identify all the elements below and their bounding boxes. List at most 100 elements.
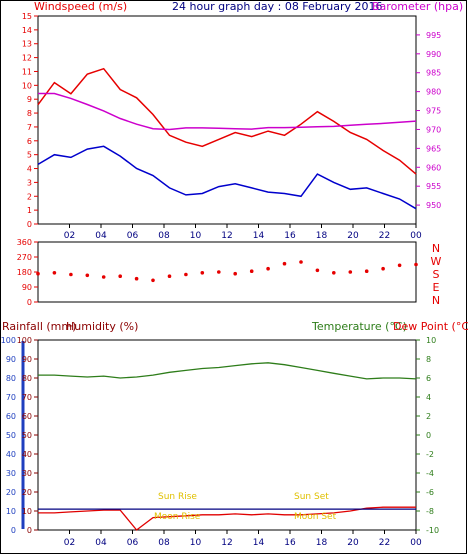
direction-y-tick-label: 360 [17, 238, 32, 247]
wind-direction-point [381, 266, 385, 271]
wind-direction-point [249, 269, 254, 274]
moon-rise-label: Moon Rise [154, 512, 201, 522]
moon-set-label: Moon Set [294, 512, 337, 522]
wind-y-tick-label: 0 [27, 220, 32, 229]
wind-direction-point [266, 266, 270, 271]
barometer-line [38, 92, 417, 131]
rain-y-tick-label: 10 [6, 507, 16, 516]
rain-y-tick-label: 20 [6, 488, 16, 497]
temp-x-tick-label: 20 [347, 538, 359, 548]
sun-set-label: Sun Set [294, 492, 329, 502]
wind-series [37, 67, 417, 210]
wind-x-tick-label: 12 [221, 231, 232, 241]
temperature-y-tick-label: 4 [426, 393, 431, 402]
wind-x-tick-label: 16 [284, 231, 296, 241]
temp-x-tick-label: 14 [253, 538, 265, 548]
humidity-y-tick-label: 0 [27, 526, 32, 535]
wind-direction-point [52, 271, 57, 275]
temperature-line [38, 362, 417, 380]
temp-x-tick-label: 10 [190, 538, 202, 548]
baro-y-tick-label: 970 [426, 125, 441, 134]
humidity-y-tick-label: 100 [17, 336, 32, 345]
humidity-y-tick-label: 80 [22, 374, 32, 383]
wind-y-tick-label: 1 [27, 206, 32, 215]
wind-direction-point [332, 271, 336, 275]
direction-y-tick-label: 90 [22, 283, 32, 292]
wind-x-tick-label: 18 [316, 231, 328, 241]
wind-y-tick-label: 11 [22, 67, 32, 76]
wind-direction-point [184, 272, 188, 277]
direction-y-ticks: 0 90 180 270 360 [17, 238, 38, 307]
wind-direction-point [233, 271, 237, 276]
wind-x-tick-label: 02 [64, 231, 75, 241]
humidity-y-tick-label: 60 [22, 412, 32, 421]
wind-x-tick-label: 00 [410, 231, 422, 241]
temperature-y-tick-label: -6 [426, 488, 434, 497]
rain-y-tick-label: 60 [6, 412, 16, 421]
temperature-y-tick-label: 6 [426, 374, 431, 383]
wind-y-tick-label: 8 [27, 109, 32, 118]
wind-x-tick-label: 06 [127, 231, 139, 241]
temperature-y-tick-label: 8 [426, 355, 431, 364]
rain-y-tick-label: 30 [6, 469, 16, 478]
compass-label: E [433, 281, 440, 294]
temp-x-tick-label: 00 [410, 538, 422, 548]
wind-direction-point [217, 270, 221, 274]
wind-y-tick-label: 2 [27, 192, 32, 201]
wind-direction-point [85, 273, 90, 278]
direction-y-tick-label: 0 [27, 298, 32, 307]
wind-y-tick-label: 5 [27, 151, 32, 160]
wind-y-ticks-right: 950 955 960 965 970 975 980 985 990 995 [416, 31, 441, 210]
wind-x-tick-label: 10 [190, 231, 202, 241]
wind-y-tick-label: 14 [22, 26, 32, 35]
temperature-y-tick-label: -2 [426, 450, 434, 459]
wind-direction-point [397, 263, 402, 268]
rainfall-label: Rainfall (mm) [2, 320, 76, 333]
baro-y-tick-label: 990 [426, 50, 441, 59]
temperature-label: Temperature (°C) [311, 320, 407, 333]
windspeed-label: Windspeed (m/s) [34, 0, 127, 13]
rain-y-tick-label: 80 [6, 374, 16, 383]
compass-label: S [433, 268, 440, 281]
baro-y-tick-label: 980 [426, 88, 441, 97]
sun-rise-label: Sun Rise [158, 492, 197, 502]
wind_speed-line [37, 145, 417, 210]
wind-x-tick-label: 04 [95, 231, 107, 241]
temperature-y-ticks: -10 -8 -6 -4 -2 0 2 4 6 8 10 [416, 336, 439, 535]
humidity-y-tick-label: 10 [22, 507, 32, 516]
humidity-y-tick-label: 30 [22, 469, 32, 478]
wind-y-tick-label: 15 [22, 12, 32, 21]
wind-direction-point [101, 275, 106, 279]
compass-label: N [432, 294, 440, 307]
wind-y-tick-label: 12 [22, 54, 32, 63]
temperature-y-tick-label: -8 [426, 507, 434, 516]
temp-x-tick-label: 12 [221, 538, 232, 548]
temp-x-tick-label: 04 [95, 538, 107, 548]
wind-direction-point [167, 274, 172, 279]
rain-y-tick-label: 90 [6, 355, 16, 364]
humidity-y-tick-label: 90 [22, 355, 32, 364]
wind_gust-line [37, 67, 417, 175]
humidity-y-ticks: 0 10 20 30 40 50 60 70 80 90 100 [17, 336, 38, 535]
rain-y-tick-label: 100 [1, 336, 16, 345]
wind-direction-point [364, 269, 369, 274]
humidity-y-tick-label: 50 [22, 431, 32, 440]
temp-x-tick-label: 18 [316, 538, 328, 548]
wind-y-tick-label: 4 [27, 165, 32, 174]
direction-y-tick-label: 180 [17, 268, 32, 277]
rain-y-tick-label: 40 [6, 450, 16, 459]
temp-x-ticks: 02 04 06 08 10 12 14 16 18 20 22 00 [64, 530, 422, 548]
wind-y-tick-label: 6 [27, 137, 32, 146]
baro-y-tick-label: 995 [426, 31, 441, 40]
wind-direction-point [151, 278, 155, 283]
temperature-y-tick-label: 2 [426, 412, 431, 421]
temp-x-tick-label: 16 [284, 538, 296, 548]
wind-direction-point [69, 272, 73, 277]
wind-y-tick-label: 7 [27, 123, 32, 132]
